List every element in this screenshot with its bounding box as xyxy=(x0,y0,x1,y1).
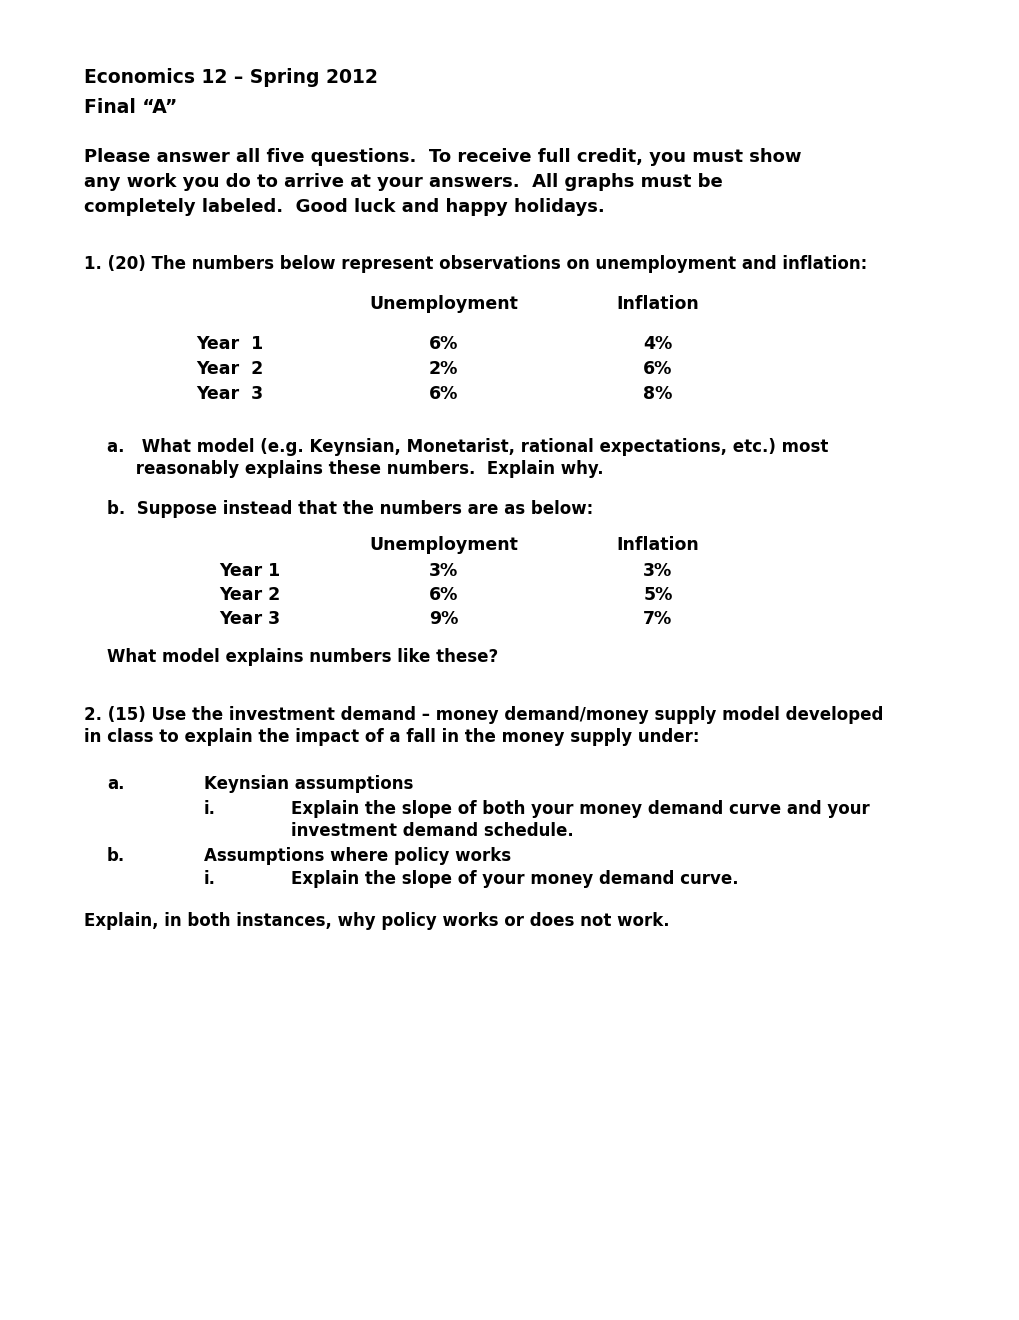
Text: Keynsian assumptions: Keynsian assumptions xyxy=(204,775,413,793)
Text: a.: a. xyxy=(107,775,124,793)
Text: 6%: 6% xyxy=(429,335,458,352)
Text: i.: i. xyxy=(204,870,216,888)
Text: Inflation: Inflation xyxy=(615,294,699,313)
Text: 6%: 6% xyxy=(429,385,458,403)
Text: 9%: 9% xyxy=(429,610,458,628)
Text: Assumptions where policy works: Assumptions where policy works xyxy=(204,847,511,865)
Text: Year  2: Year 2 xyxy=(196,360,263,378)
Text: completely labeled.  Good luck and happy holidays.: completely labeled. Good luck and happy … xyxy=(84,198,604,216)
Text: a.   What model (e.g. Keynsian, Monetarist, rational expectations, etc.) most: a. What model (e.g. Keynsian, Monetarist… xyxy=(107,438,827,455)
Text: Unemployment: Unemployment xyxy=(369,294,518,313)
Text: 5%: 5% xyxy=(643,586,672,605)
Text: Year 3: Year 3 xyxy=(219,610,280,628)
Text: 3%: 3% xyxy=(429,562,458,579)
Text: Unemployment: Unemployment xyxy=(369,536,518,554)
Text: 6%: 6% xyxy=(643,360,672,378)
Text: Economics 12 – Spring 2012: Economics 12 – Spring 2012 xyxy=(84,69,377,87)
Text: Please answer all five questions.  To receive full credit, you must show: Please answer all five questions. To rec… xyxy=(84,148,800,166)
Text: Explain the slope of your money demand curve.: Explain the slope of your money demand c… xyxy=(290,870,738,888)
Text: in class to explain the impact of a fall in the money supply under:: in class to explain the impact of a fall… xyxy=(84,729,698,746)
Text: Year 2: Year 2 xyxy=(219,586,280,605)
Text: Final “A”: Final “A” xyxy=(84,98,176,117)
Text: i.: i. xyxy=(204,800,216,818)
Text: 1. (20) The numbers below represent observations on unemployment and inflation:: 1. (20) The numbers below represent obse… xyxy=(84,255,866,273)
Text: Year  1: Year 1 xyxy=(196,335,263,352)
Text: any work you do to arrive at your answers.  All graphs must be: any work you do to arrive at your answer… xyxy=(84,173,721,191)
Text: b.: b. xyxy=(107,847,125,865)
Text: 4%: 4% xyxy=(643,335,672,352)
Text: 3%: 3% xyxy=(643,562,672,579)
Text: 7%: 7% xyxy=(643,610,672,628)
Text: investment demand schedule.: investment demand schedule. xyxy=(290,822,573,840)
Text: Year  3: Year 3 xyxy=(196,385,263,403)
Text: 2. (15) Use the investment demand – money demand/money supply model developed: 2. (15) Use the investment demand – mone… xyxy=(84,706,882,723)
Text: 8%: 8% xyxy=(643,385,672,403)
Text: Inflation: Inflation xyxy=(615,536,699,554)
Text: Explain the slope of both your money demand curve and your: Explain the slope of both your money dem… xyxy=(290,800,868,818)
Text: 6%: 6% xyxy=(429,586,458,605)
Text: b.  Suppose instead that the numbers are as below:: b. Suppose instead that the numbers are … xyxy=(107,500,593,517)
Text: 2%: 2% xyxy=(429,360,458,378)
Text: What model explains numbers like these?: What model explains numbers like these? xyxy=(107,648,498,667)
Text: Explain, in both instances, why policy works or does not work.: Explain, in both instances, why policy w… xyxy=(84,912,668,931)
Text: reasonably explains these numbers.  Explain why.: reasonably explains these numbers. Expla… xyxy=(107,459,603,478)
Text: Year 1: Year 1 xyxy=(219,562,280,579)
